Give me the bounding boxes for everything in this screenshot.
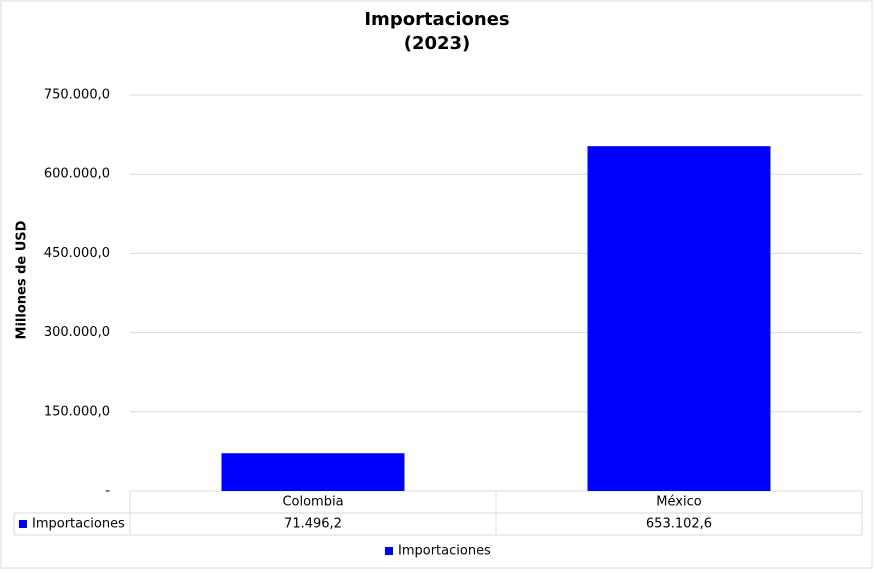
bar [587,146,771,491]
table-legend-label: Importaciones [32,517,125,532]
y-tick-label: 150.000,0 [44,404,110,419]
legend-key [385,547,393,555]
legend-label: Importaciones [398,544,491,559]
chart-title: (2023) [404,33,471,54]
y-tick-label: 600.000,0 [44,167,110,182]
bar [221,453,405,491]
x-tick-label: México [656,495,701,510]
y-tick-label: 750.000,0 [44,88,110,103]
y-tick-label: 300.000,0 [44,325,110,340]
y-axis-label: Millones de USD [15,220,30,339]
chart-title: Importaciones [364,9,509,30]
legend-key [19,520,27,528]
value-label: 71.496,2 [284,517,342,532]
y-tick-label: 450.000,0 [44,246,110,261]
y-tick-label: - [105,484,110,499]
value-label: 653.102,6 [646,517,712,532]
x-tick-label: Colombia [282,495,343,510]
